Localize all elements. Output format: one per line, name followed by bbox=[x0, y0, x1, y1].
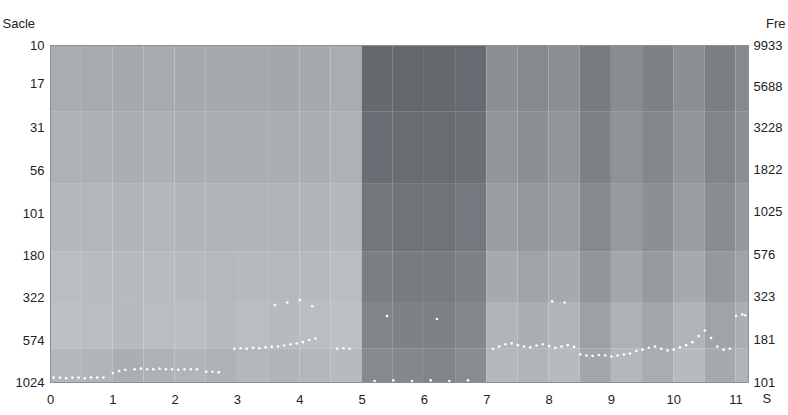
svg-text:56: 56 bbox=[30, 163, 44, 178]
svg-text:10: 10 bbox=[666, 392, 680, 407]
svg-text:576: 576 bbox=[754, 247, 776, 262]
svg-text:4: 4 bbox=[296, 392, 303, 407]
svg-text:5: 5 bbox=[358, 392, 365, 407]
svg-text:9933: 9933 bbox=[754, 38, 783, 53]
svg-text:180: 180 bbox=[23, 248, 45, 263]
svg-text:9: 9 bbox=[608, 392, 615, 407]
svg-text:574: 574 bbox=[23, 333, 45, 348]
svg-text:10: 10 bbox=[30, 38, 44, 53]
svg-text:Sacle: Sacle bbox=[3, 16, 36, 31]
svg-text:323: 323 bbox=[754, 289, 776, 304]
svg-text:3: 3 bbox=[234, 392, 241, 407]
svg-text:8: 8 bbox=[545, 392, 552, 407]
svg-text:6: 6 bbox=[421, 392, 428, 407]
svg-text:31: 31 bbox=[30, 120, 44, 135]
svg-text:5688: 5688 bbox=[754, 79, 783, 94]
svg-text:17: 17 bbox=[30, 76, 44, 91]
svg-text:101: 101 bbox=[754, 375, 776, 390]
svg-text:322: 322 bbox=[23, 290, 45, 305]
svg-text:S: S bbox=[763, 391, 772, 406]
svg-text:181: 181 bbox=[754, 332, 776, 347]
svg-text:1024: 1024 bbox=[16, 375, 45, 390]
svg-text:1822: 1822 bbox=[754, 162, 783, 177]
svg-text:3228: 3228 bbox=[754, 120, 783, 135]
svg-text:7: 7 bbox=[483, 392, 490, 407]
svg-text:101: 101 bbox=[23, 206, 45, 221]
svg-text:Fre: Fre bbox=[766, 16, 786, 31]
svg-text:1025: 1025 bbox=[754, 204, 783, 219]
svg-text:0: 0 bbox=[47, 392, 54, 407]
svg-text:2: 2 bbox=[172, 392, 179, 407]
svg-text:1: 1 bbox=[109, 392, 116, 407]
svg-text:11: 11 bbox=[729, 392, 743, 407]
